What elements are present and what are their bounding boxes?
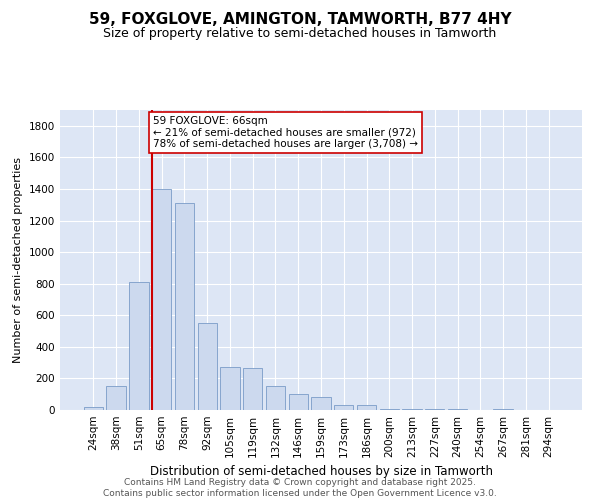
- Text: 59 FOXGLOVE: 66sqm
← 21% of semi-detached houses are smaller (972)
78% of semi-d: 59 FOXGLOVE: 66sqm ← 21% of semi-detache…: [153, 116, 418, 149]
- Bar: [357, 406, 376, 410]
- Y-axis label: Number of semi-detached properties: Number of semi-detached properties: [13, 157, 23, 363]
- Bar: [84, 407, 103, 410]
- Bar: [448, 409, 467, 410]
- Bar: [334, 406, 353, 410]
- Text: Contains HM Land Registry data © Crown copyright and database right 2025.
Contai: Contains HM Land Registry data © Crown c…: [103, 478, 497, 498]
- Bar: [220, 366, 239, 410]
- Bar: [425, 409, 445, 410]
- Bar: [493, 409, 513, 410]
- Bar: [403, 409, 422, 410]
- Text: Size of property relative to semi-detached houses in Tamworth: Size of property relative to semi-detach…: [103, 28, 497, 40]
- Bar: [106, 386, 126, 410]
- Bar: [197, 323, 217, 410]
- Bar: [266, 386, 285, 410]
- Bar: [380, 409, 399, 410]
- Bar: [311, 398, 331, 410]
- Bar: [289, 394, 308, 410]
- Bar: [243, 368, 262, 410]
- Bar: [152, 189, 172, 410]
- Bar: [129, 282, 149, 410]
- X-axis label: Distribution of semi-detached houses by size in Tamworth: Distribution of semi-detached houses by …: [149, 466, 493, 478]
- Bar: [175, 203, 194, 410]
- Text: 59, FOXGLOVE, AMINGTON, TAMWORTH, B77 4HY: 59, FOXGLOVE, AMINGTON, TAMWORTH, B77 4H…: [89, 12, 511, 28]
